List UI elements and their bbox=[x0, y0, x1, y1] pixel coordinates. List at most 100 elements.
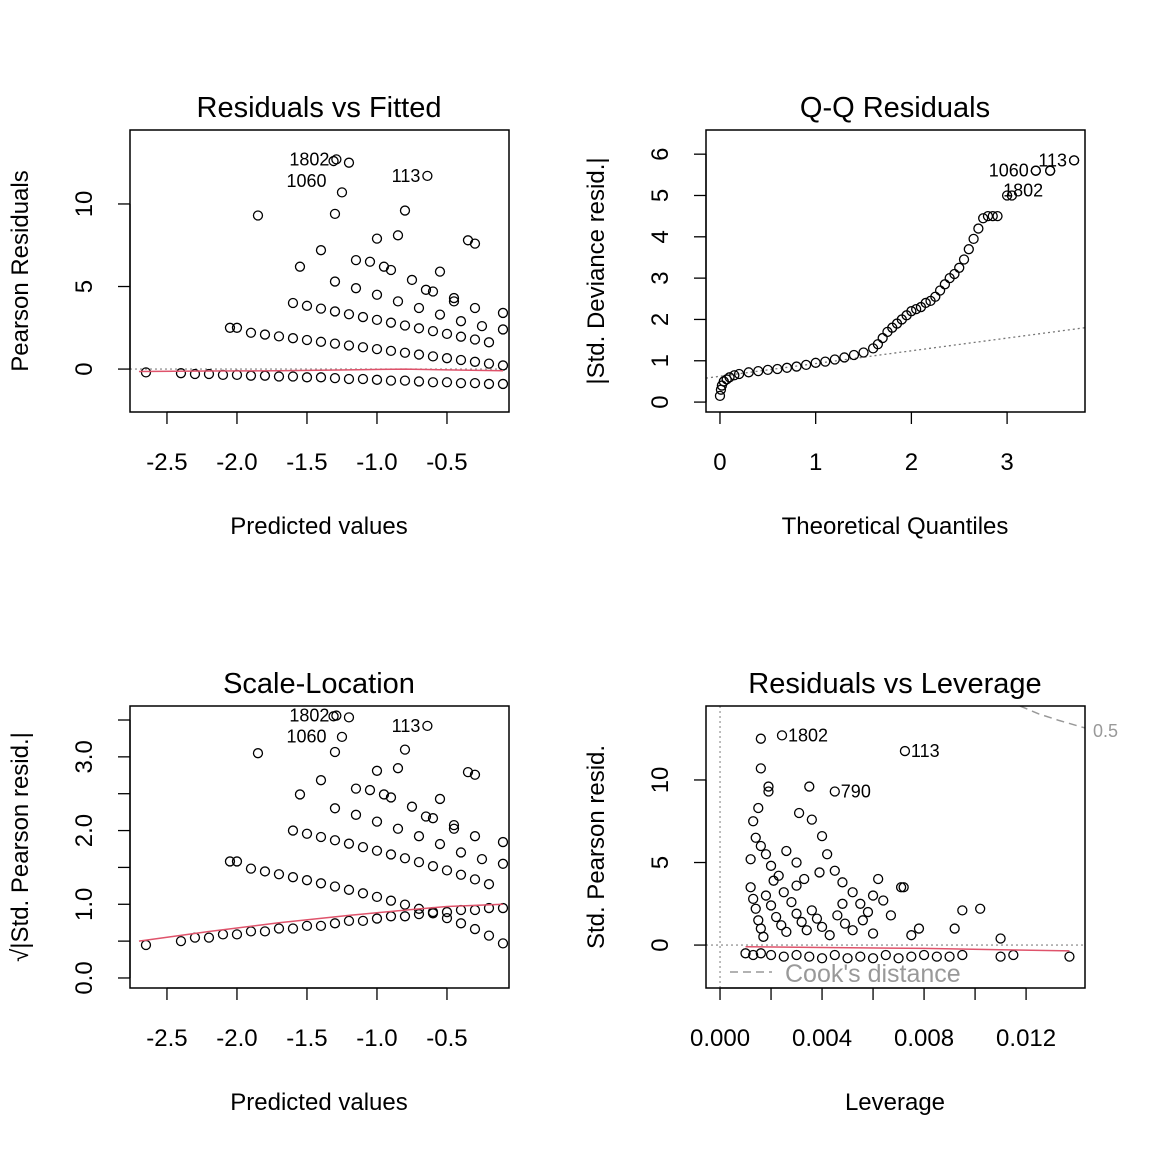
x-axis-label: Leverage bbox=[845, 1089, 945, 1116]
data-point bbox=[343, 915, 355, 927]
data-point bbox=[413, 323, 425, 334]
data-point bbox=[476, 320, 488, 332]
data-point bbox=[399, 205, 411, 216]
data-point bbox=[750, 903, 761, 914]
data-point bbox=[385, 375, 397, 386]
labeled-data-point bbox=[422, 720, 433, 732]
data-point bbox=[399, 911, 411, 922]
data-point bbox=[483, 378, 495, 390]
data-point bbox=[832, 910, 843, 921]
data-point bbox=[745, 854, 756, 865]
data-point bbox=[294, 789, 306, 800]
data-point bbox=[350, 283, 362, 294]
data-point bbox=[786, 896, 797, 908]
data-point bbox=[343, 838, 355, 849]
data-point bbox=[800, 359, 812, 371]
data-point bbox=[315, 775, 327, 786]
data-point bbox=[357, 915, 369, 927]
x-tick-label: 1 bbox=[809, 449, 822, 476]
data-point bbox=[791, 949, 802, 961]
data-point bbox=[799, 873, 810, 885]
data-point bbox=[469, 831, 481, 842]
data-point bbox=[343, 309, 355, 320]
x-tick-label: -1.5 bbox=[286, 1025, 327, 1052]
panel-title: Scale-Location bbox=[223, 668, 415, 700]
data-point bbox=[957, 949, 968, 961]
data-point bbox=[427, 325, 439, 337]
data-point bbox=[791, 908, 802, 919]
data-point bbox=[462, 766, 474, 778]
data-point bbox=[420, 284, 432, 295]
point-label: 1060 bbox=[989, 161, 1029, 181]
smooth-trend-line bbox=[745, 945, 1070, 952]
data-point bbox=[350, 809, 362, 820]
data-point bbox=[729, 370, 740, 381]
data-point bbox=[441, 377, 453, 388]
labeled-data-point bbox=[776, 730, 788, 741]
data-point bbox=[816, 953, 828, 964]
cooks-distance-curve bbox=[1019, 706, 1085, 729]
labeled-data-point bbox=[1068, 155, 1080, 166]
data-point bbox=[441, 328, 453, 340]
data-point bbox=[763, 781, 774, 792]
data-point bbox=[975, 903, 986, 914]
x-tick-label: -0.5 bbox=[426, 1025, 467, 1052]
data-point bbox=[448, 819, 460, 831]
data-point bbox=[858, 347, 869, 358]
data-point bbox=[748, 949, 759, 961]
data-point bbox=[753, 365, 764, 377]
data-point bbox=[413, 831, 425, 842]
data-point bbox=[364, 784, 376, 796]
data-point bbox=[392, 230, 404, 241]
data-point bbox=[406, 801, 418, 812]
data-point bbox=[287, 371, 299, 382]
point-label: 113 bbox=[911, 741, 940, 761]
data-point bbox=[839, 352, 850, 363]
data-point bbox=[957, 905, 968, 916]
data-point bbox=[301, 920, 313, 932]
data-point bbox=[371, 913, 383, 924]
data-point bbox=[357, 373, 369, 385]
data-point bbox=[748, 893, 759, 904]
plot-area bbox=[130, 154, 509, 390]
panel-residuals-vs-leverage: Residuals vs Leverage Leverage Std. Pear… bbox=[583, 668, 1118, 1116]
x-axis-label: Predicted values bbox=[230, 513, 407, 540]
data-point bbox=[273, 331, 285, 342]
smooth-trend-line bbox=[138, 903, 504, 942]
labeled-data-point bbox=[1045, 165, 1056, 176]
data-point bbox=[820, 356, 831, 367]
data-point bbox=[778, 887, 789, 898]
x-tick-label: 0.008 bbox=[894, 1025, 954, 1052]
plot-area bbox=[706, 706, 1085, 988]
y-tick-label: 1 bbox=[647, 354, 674, 367]
x-axis-label: Theoretical Quantiles bbox=[782, 513, 1009, 540]
x-tick-label: 0.012 bbox=[996, 1025, 1056, 1052]
data-point bbox=[497, 858, 509, 869]
data-point bbox=[329, 835, 341, 846]
data-point bbox=[755, 948, 766, 959]
panel-residuals-vs-fitted: Residuals vs Fitted Predicted values Pea… bbox=[7, 92, 510, 540]
data-point bbox=[867, 890, 879, 901]
data-point bbox=[315, 245, 327, 256]
y-axis-label: Std. Pearson resid. bbox=[583, 745, 610, 949]
data-point bbox=[329, 306, 341, 317]
data-point bbox=[273, 371, 285, 382]
data-point bbox=[343, 373, 355, 385]
data-point bbox=[273, 869, 285, 880]
qq-reference-line bbox=[706, 327, 1085, 379]
data-point bbox=[745, 882, 756, 893]
labeled-data-point bbox=[331, 154, 342, 165]
data-point bbox=[329, 338, 341, 349]
data-point bbox=[906, 306, 917, 317]
data-point bbox=[329, 208, 341, 220]
data-point bbox=[906, 951, 917, 962]
panel-title: Residuals vs Fitted bbox=[197, 92, 442, 124]
data-point bbox=[287, 872, 299, 883]
panel-qq-residuals: Q-Q Residuals Theoretical Quantiles |Std… bbox=[583, 92, 1086, 540]
x-tick-label: -2.0 bbox=[216, 1025, 257, 1052]
data-point bbox=[765, 900, 777, 911]
data-point bbox=[810, 357, 821, 368]
data-point bbox=[441, 912, 453, 924]
data-point bbox=[791, 880, 802, 891]
